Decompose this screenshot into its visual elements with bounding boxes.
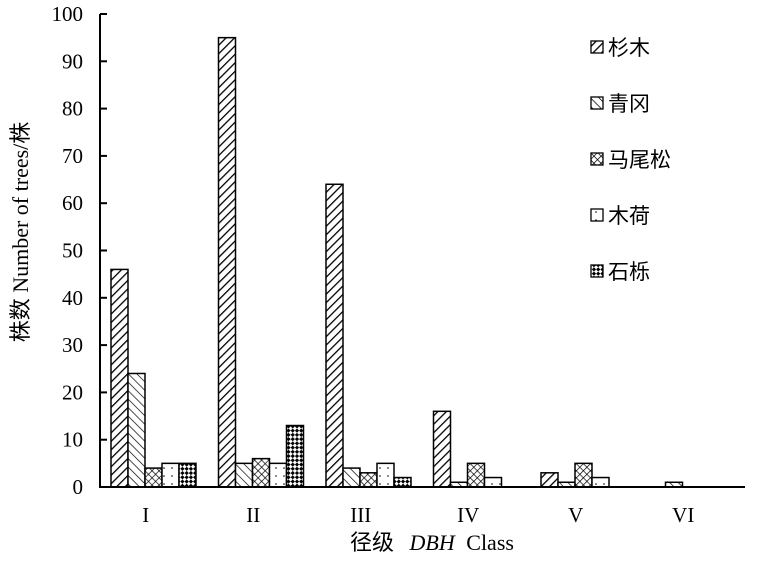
y-tick-label: 40 [62,286,83,310]
legend-label: 马尾松 [608,148,671,172]
bar-2-III [342,467,361,488]
legend-swatch [590,96,604,110]
x-tick-label: III [350,503,371,527]
y-axis-title: 株数 Number of trees/株 [8,122,33,343]
bar-4-II [268,462,288,488]
y-tick-label: 30 [62,333,83,357]
y-tick-label: 10 [62,428,83,452]
y-tick-label: 0 [73,475,84,499]
bar-5-III [393,476,412,488]
bar-1-V [540,472,559,488]
x-axis-title-cn: 径级 [350,530,394,555]
legend-swatch [590,208,604,222]
bar-3-II [251,457,271,488]
x-axis-ticks: I II III IV V VI [142,503,694,527]
bar-4-IV [483,476,503,488]
bar-3-V [574,462,593,488]
bar-3-I [144,467,163,488]
legend-label: 杉木 [608,36,650,60]
bar-3-III [359,472,378,488]
x-tick-label: I [142,503,149,527]
y-tick-label: 50 [62,239,83,263]
bar-5-II [285,424,305,488]
bar-1-I [110,268,129,488]
bar-5-I [178,462,197,488]
bar-1-III [325,183,344,488]
x-tick-label: IV [457,503,479,527]
bar-1-IV [432,410,452,488]
x-tick-label: V [568,503,583,527]
y-tick-label: 100 [52,2,84,26]
x-tick-label: II [246,503,260,527]
bar-4-III [376,462,395,488]
legend-label: 石栎 [608,260,650,284]
bar-2-II [234,462,254,488]
x-axis-title-class: Class [466,530,514,555]
legend-swatch [590,152,604,166]
bar-4-V [591,476,610,488]
legend-swatch [590,264,604,278]
y-tick-label: 80 [62,97,83,121]
y-tick-label: 90 [62,49,83,73]
bar-2-I [127,372,146,488]
x-axis-title: 径级 DBH Class [350,530,514,555]
legend-label: 青冈 [608,92,650,116]
bar-3-IV [466,462,486,488]
y-tick-label: 60 [62,191,83,215]
legend-label: 木荷 [608,204,650,228]
bar-1-II [217,36,237,488]
bars-layer [110,36,684,488]
legend-swatch [590,40,604,54]
x-axis-title-dbh: DBH [409,530,456,555]
bar-4-I [161,462,180,488]
y-axis-ticks: 0 10 20 30 40 50 60 70 80 90 100 [52,2,107,499]
y-tick-label: 70 [62,144,83,168]
x-tick-label: VI [672,503,694,527]
y-tick-label: 20 [62,380,83,404]
